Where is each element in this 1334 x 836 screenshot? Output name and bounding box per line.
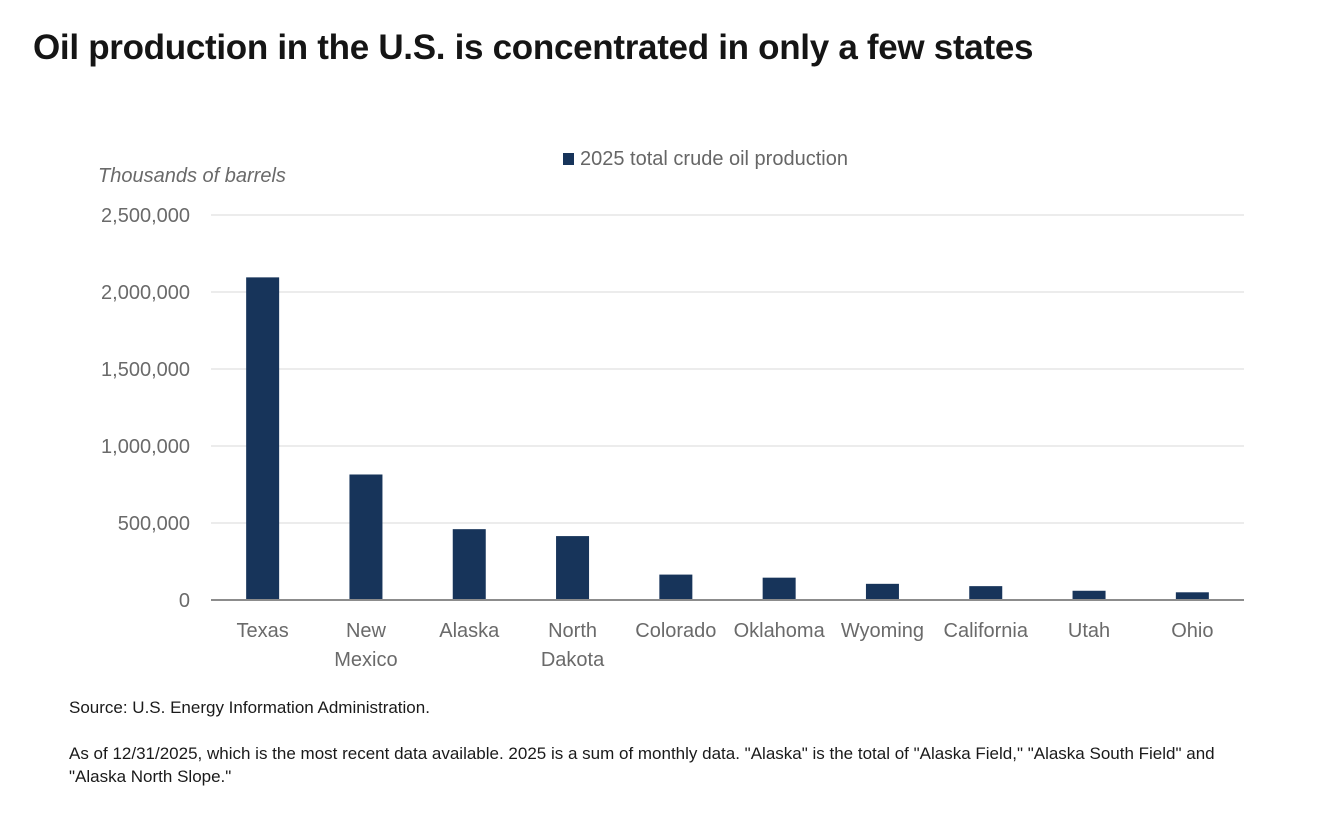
y-tick-labels: 0 500,000 1,000,000 1,500,000 2,000,000 2,500… <box>101 205 190 612</box>
bar <box>1072 590 1106 600</box>
bar <box>969 586 1003 600</box>
footnote: As of 12/31/2025, which is the most rece… <box>69 744 1215 786</box>
legend: 2025 total crude oil production <box>563 148 848 170</box>
bar <box>452 529 486 600</box>
bars <box>246 277 1209 600</box>
legend-label: 2025 total crude oil production <box>580 148 848 170</box>
bar <box>865 583 899 600</box>
bar <box>1175 592 1209 600</box>
y-tick-label: 500,000 <box>118 513 190 535</box>
x-tick-label: Oklahoma <box>734 620 826 642</box>
y-axis-label: Thousands of barrels <box>98 165 286 187</box>
x-tick-labels: Texas New Mexico Alaska North Dakota Colorado O… <box>237 620 1214 671</box>
x-tick-label: Alaska <box>439 620 500 642</box>
bar <box>556 536 590 600</box>
bar <box>762 577 796 600</box>
bar <box>246 277 280 600</box>
chart-notes: Source: U.S. Energy Information Administ… <box>69 696 1269 811</box>
x-tick-label: North <box>548 620 597 642</box>
x-tick-label: Texas <box>237 620 289 642</box>
x-tick-label: Dakota <box>541 649 605 671</box>
x-tick-label: New <box>346 620 387 642</box>
x-tick-label: Mexico <box>334 649 397 671</box>
x-tick-label: Wyoming <box>841 620 924 642</box>
y-tick-label: 2,500,000 <box>101 205 190 227</box>
gridlines <box>211 214 1244 524</box>
bar <box>349 474 383 600</box>
y-tick-label: 0 <box>179 590 190 612</box>
x-tick-label: Utah <box>1068 620 1110 642</box>
x-tick-label: Ohio <box>1171 620 1213 642</box>
y-tick-label: 1,500,000 <box>101 359 190 381</box>
legend-swatch <box>563 153 574 165</box>
y-tick-label: 1,000,000 <box>101 436 190 458</box>
source-note: Source: U.S. Energy Information Administ… <box>69 698 430 717</box>
bar-chart: 0 500,000 1,000,000 1,500,000 2,000,000 2,500… <box>98 148 1244 671</box>
x-tick-label: California <box>944 620 1029 642</box>
bar <box>659 574 693 600</box>
y-tick-label: 2,000,000 <box>101 282 190 304</box>
page-title: Oil production in the U.S. is concentrat… <box>33 28 1034 67</box>
x-tick-label: Colorado <box>635 620 716 642</box>
